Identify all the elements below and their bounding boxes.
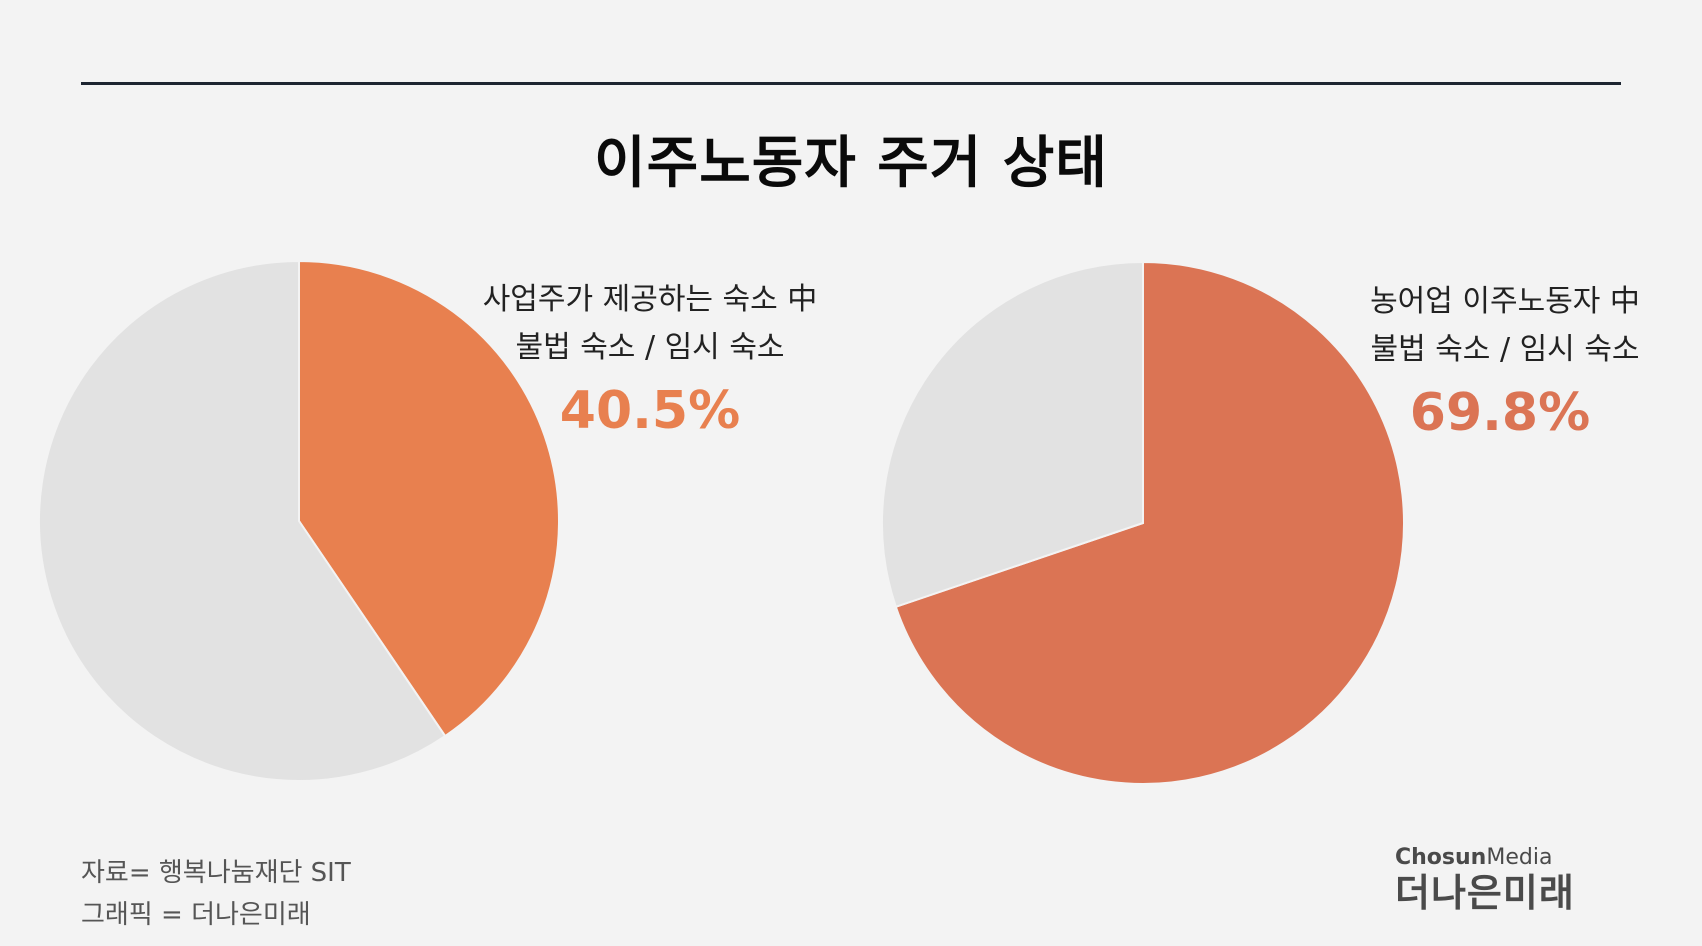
pie-right-caption-line2: 불법 숙소 / 임시 숙소 bbox=[1370, 332, 1640, 367]
pie-left-caption-line2: 불법 숙소 / 임시 숙소 bbox=[515, 330, 785, 365]
logo-media: Media bbox=[1486, 845, 1553, 870]
source-line: 자료= 행복나눔재단 SIT bbox=[81, 858, 351, 888]
pie-left-slice-0 bbox=[298, 259, 560, 738]
pie-left-caption: 사업주가 제공하는 숙소 中 불법 숙소 / 임시 숙소 bbox=[460, 276, 840, 372]
source-credit: 자료= 행복나눔재단 SIT 그래픽 = 더나은미래 bbox=[81, 852, 351, 936]
pie-right-slice-1 bbox=[881, 260, 1144, 609]
logo-chosun-media: ChosunMedia bbox=[1395, 845, 1625, 871]
logo-chosun: Chosun bbox=[1395, 845, 1487, 870]
graphic-credit-line: 그래픽 = 더나은미래 bbox=[81, 900, 311, 930]
pie-left-value-label: 40.5% bbox=[559, 381, 741, 441]
pie-right-value-label: 69.8% bbox=[1409, 383, 1591, 443]
logo-name: 더나은미래 bbox=[1395, 871, 1575, 915]
pie-right-caption: 농어업 이주노동자 中 불법 숙소 / 임시 숙소 bbox=[1320, 278, 1690, 374]
pie-right-slice-0 bbox=[894, 260, 1405, 785]
pie-chart-right bbox=[881, 260, 1405, 785]
chosun-media-logo: ChosunMedia 더나은미래 bbox=[1395, 845, 1625, 915]
pie-left-slice-1 bbox=[38, 259, 447, 782]
top-rule bbox=[81, 82, 1621, 85]
pie-left-caption-line1: 사업주가 제공하는 숙소 中 bbox=[482, 282, 818, 317]
page-title: 이주노동자 주거 상태 bbox=[594, 131, 1108, 196]
pie-right-caption-line1: 농어업 이주노동자 中 bbox=[1370, 284, 1640, 319]
pie-chart-left bbox=[38, 259, 560, 782]
